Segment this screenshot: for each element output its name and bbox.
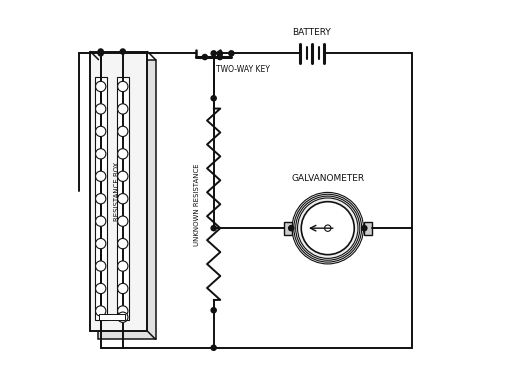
Text: GALVANOMETER: GALVANOMETER <box>291 174 365 183</box>
Circle shape <box>96 104 106 114</box>
Circle shape <box>118 171 128 181</box>
Circle shape <box>98 49 103 54</box>
Circle shape <box>96 283 106 294</box>
Circle shape <box>211 96 216 101</box>
Circle shape <box>118 126 128 137</box>
Circle shape <box>96 261 106 271</box>
Text: RESISTANCE BOX: RESISTANCE BOX <box>114 162 120 221</box>
Circle shape <box>98 51 103 56</box>
Circle shape <box>217 54 222 60</box>
Circle shape <box>229 51 234 56</box>
Circle shape <box>118 261 128 271</box>
FancyBboxPatch shape <box>364 222 372 235</box>
Circle shape <box>118 194 128 204</box>
Bar <box>95 77 106 320</box>
Circle shape <box>96 306 106 316</box>
Circle shape <box>289 226 294 231</box>
Circle shape <box>96 194 106 204</box>
Bar <box>99 314 124 320</box>
Circle shape <box>362 226 367 231</box>
Circle shape <box>118 312 128 322</box>
Circle shape <box>118 149 128 159</box>
Circle shape <box>118 283 128 294</box>
Circle shape <box>325 225 331 231</box>
Circle shape <box>211 345 216 350</box>
Circle shape <box>118 216 128 226</box>
Circle shape <box>118 81 128 92</box>
FancyBboxPatch shape <box>284 222 292 235</box>
Bar <box>117 77 129 320</box>
Circle shape <box>211 226 216 231</box>
Circle shape <box>96 149 106 159</box>
Circle shape <box>118 238 128 249</box>
Circle shape <box>211 51 216 56</box>
Circle shape <box>118 306 128 316</box>
Circle shape <box>96 126 106 137</box>
Circle shape <box>118 104 128 114</box>
Circle shape <box>292 192 364 264</box>
Text: BATTERY: BATTERY <box>292 28 331 37</box>
Circle shape <box>96 171 106 181</box>
Circle shape <box>211 308 216 313</box>
Text: TWO-WAY KEY: TWO-WAY KEY <box>216 65 269 74</box>
Circle shape <box>96 81 106 92</box>
Bar <box>98 60 156 339</box>
Circle shape <box>120 49 125 54</box>
Bar <box>91 52 147 331</box>
Text: UNKNOWN RESISTANCE: UNKNOWN RESISTANCE <box>194 163 200 245</box>
Circle shape <box>96 216 106 226</box>
Circle shape <box>202 54 207 60</box>
Circle shape <box>301 202 354 255</box>
Circle shape <box>96 238 106 249</box>
Circle shape <box>217 51 222 56</box>
